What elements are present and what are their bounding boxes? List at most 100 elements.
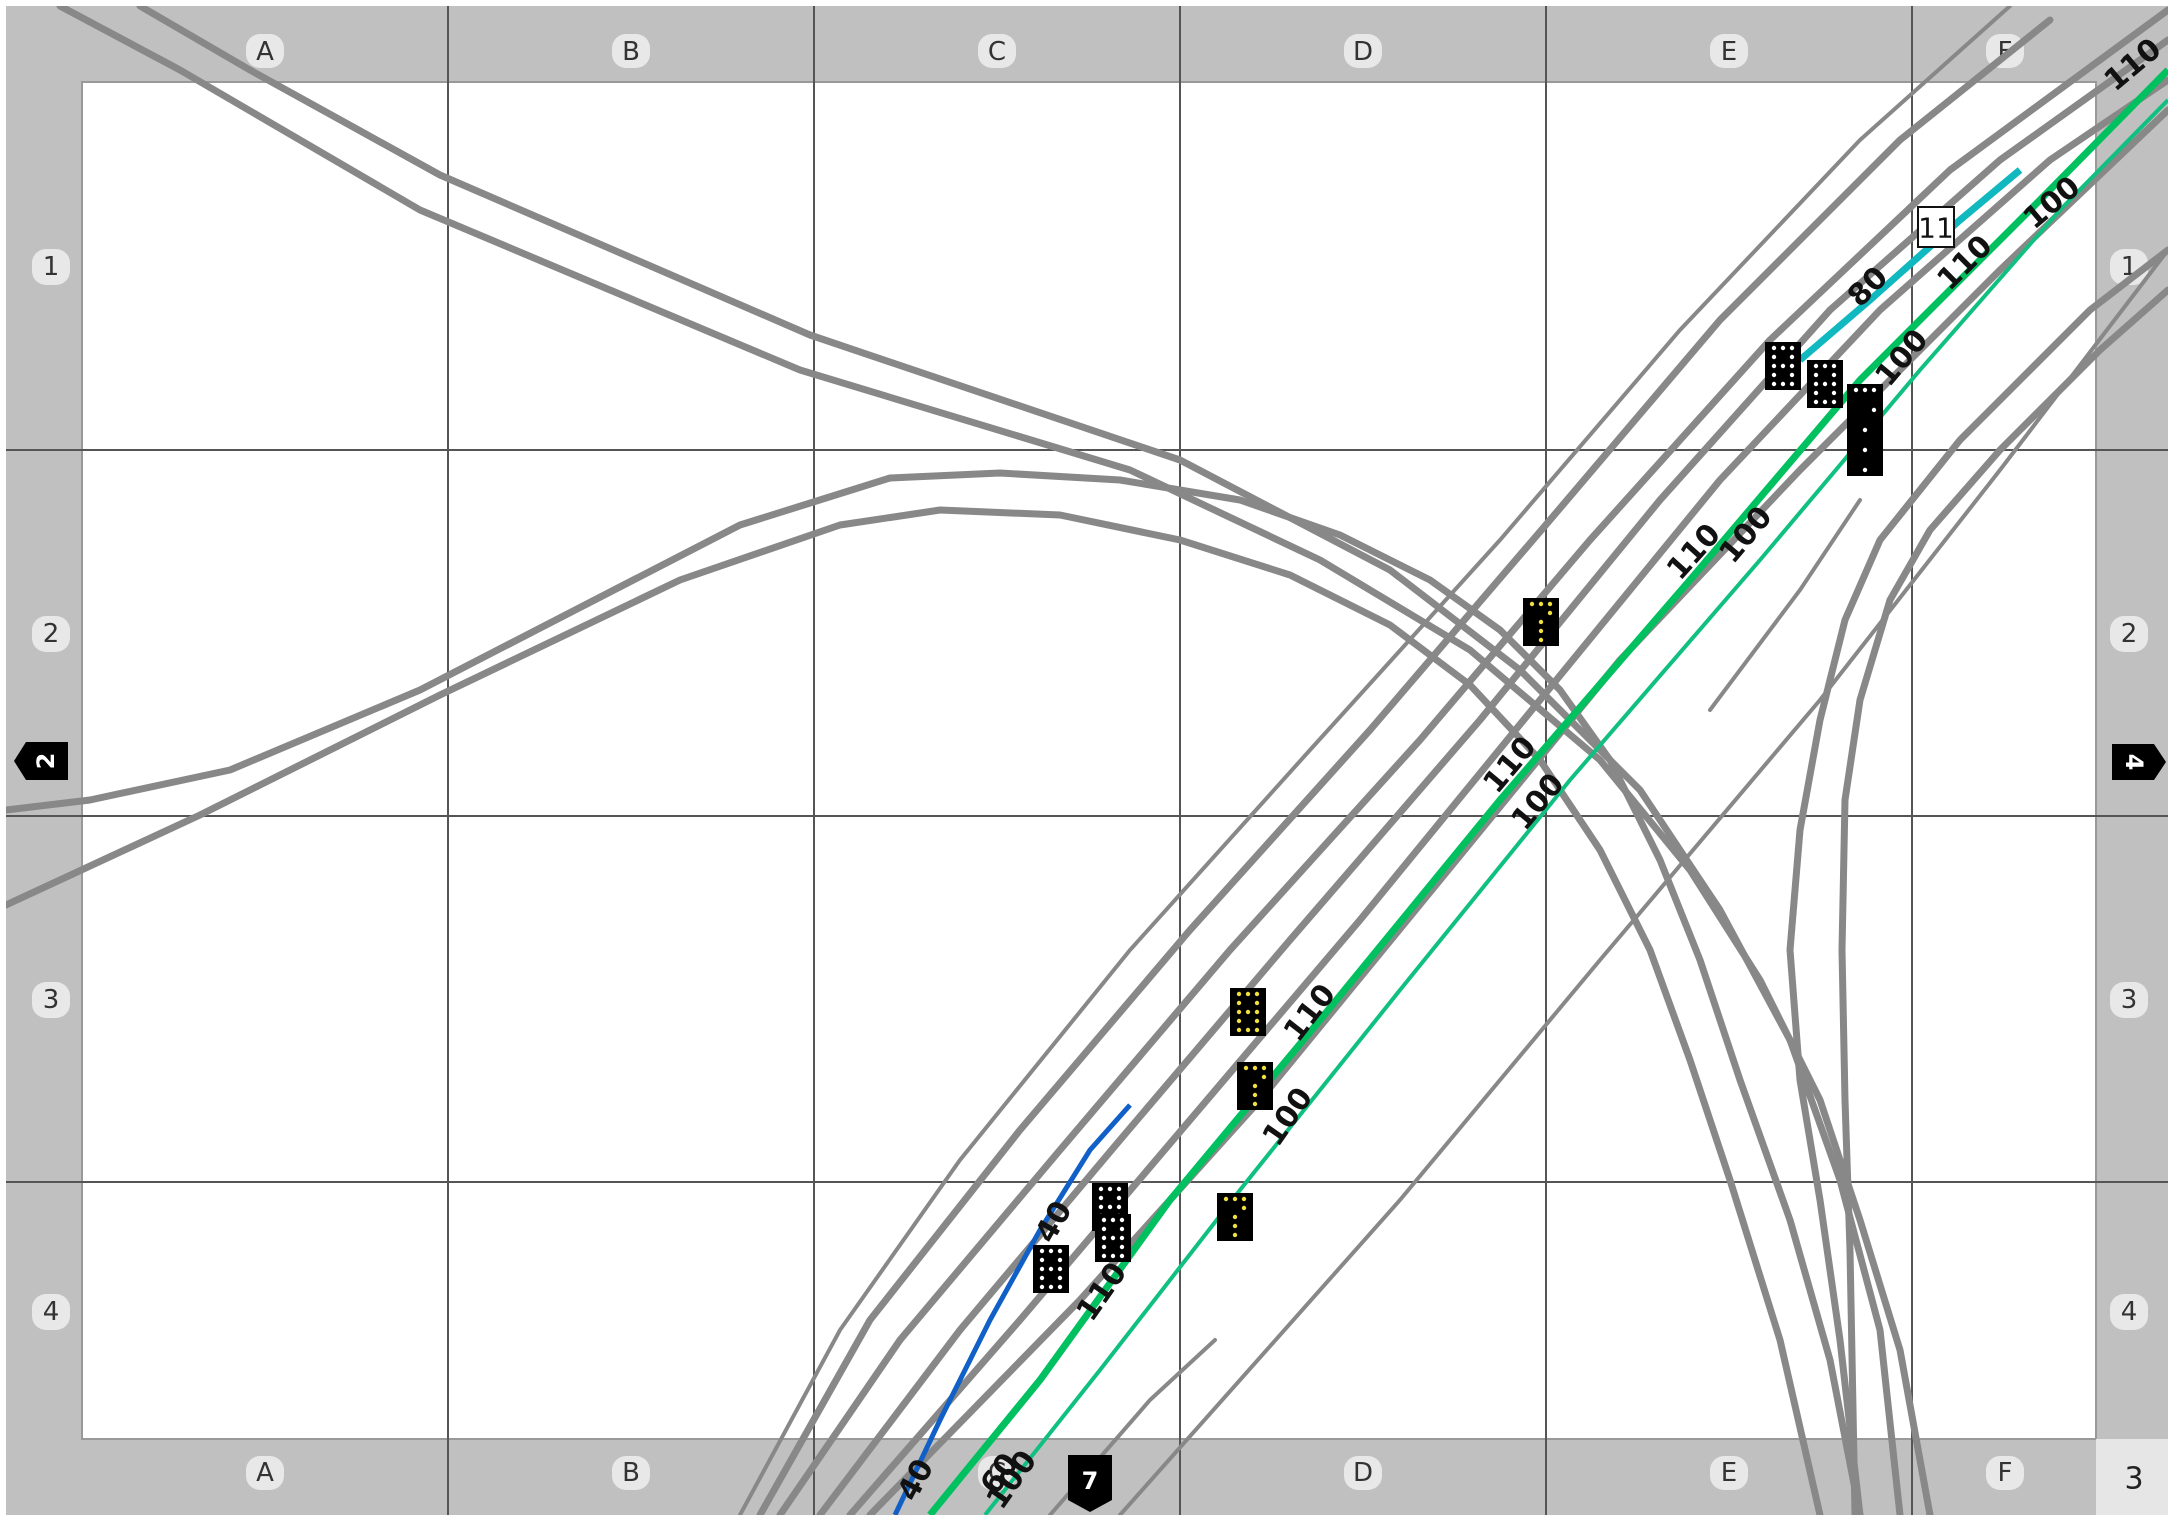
signal-lamp xyxy=(1119,1217,1125,1223)
signal-lamp xyxy=(1853,387,1859,393)
signal-lamp xyxy=(1110,1217,1116,1223)
signal-display xyxy=(1847,384,1883,476)
signal-lamp xyxy=(1780,345,1786,351)
signal-lamp xyxy=(1101,1235,1107,1241)
signal-lamp xyxy=(1538,637,1544,643)
signal-lamp xyxy=(1862,447,1868,453)
connector-left[interactable]: 2 xyxy=(14,742,68,780)
col-label-top-a: A xyxy=(256,37,274,67)
signal-lamp xyxy=(1236,1018,1242,1024)
connector-right-label: 4 xyxy=(2120,754,2148,771)
signal-lamp xyxy=(1236,1000,1242,1006)
signal-lamp xyxy=(1098,1204,1104,1210)
signal-lamp xyxy=(1119,1235,1125,1241)
signal-lamp xyxy=(1243,1065,1249,1071)
signal-lamp xyxy=(1039,1284,1045,1290)
signal-lamp xyxy=(1261,1074,1267,1080)
signal-lamp xyxy=(1831,381,1837,387)
route-speed-80 xyxy=(1797,167,2023,363)
signal-lamp xyxy=(1813,372,1819,378)
signal-lamp xyxy=(1780,363,1786,369)
col-label-top-d: D xyxy=(1353,37,1373,67)
signal-lamp xyxy=(1245,1027,1251,1033)
col-label-top-c: C xyxy=(988,37,1006,67)
signal-lamp xyxy=(1813,381,1819,387)
signal-lamp xyxy=(1116,1204,1122,1210)
signal-lamp xyxy=(1831,372,1837,378)
connector-bottom-label: 7 xyxy=(1082,1467,1099,1495)
signal-lamp xyxy=(1771,363,1777,369)
signal-lamp xyxy=(1245,1009,1251,1015)
page-number-box xyxy=(2096,1439,2168,1515)
signal-lamp xyxy=(1236,1027,1242,1033)
connector-right[interactable]: 4 xyxy=(2112,744,2166,780)
signal-lamp xyxy=(1232,1232,1238,1238)
signal-lamp xyxy=(1547,610,1553,616)
row-label-left-1: 1 xyxy=(43,252,60,282)
signal-lamp xyxy=(1254,1000,1260,1006)
signal-lamp xyxy=(1261,1065,1267,1071)
signal-lamp xyxy=(1101,1244,1107,1250)
station-marker: 11 xyxy=(1917,206,1955,248)
signal-lamp xyxy=(1822,363,1828,369)
signal-lamp xyxy=(1107,1204,1113,1210)
signal-lamp xyxy=(1789,363,1795,369)
signal-lamp xyxy=(1780,381,1786,387)
signal-lamp xyxy=(1098,1186,1104,1192)
signal-lamp xyxy=(1057,1266,1063,1272)
signal-lamp xyxy=(1813,390,1819,396)
signal-lamp xyxy=(1789,345,1795,351)
signal-display xyxy=(1523,598,1559,646)
signal-lamp xyxy=(1252,1083,1258,1089)
signal-display xyxy=(1237,1062,1273,1110)
signal-lamp xyxy=(1254,1009,1260,1015)
signal-lamp xyxy=(1771,381,1777,387)
signal-lamp xyxy=(1789,372,1795,378)
signal-lamp xyxy=(1813,363,1819,369)
signal-lamp xyxy=(1771,372,1777,378)
track-right-branch xyxy=(1786,246,2168,1515)
row-label-left-4: 4 xyxy=(43,1297,60,1327)
row-label-right-3: 3 xyxy=(2121,985,2138,1015)
signal-lamp xyxy=(1098,1195,1104,1201)
row-label-right-4: 4 xyxy=(2121,1297,2138,1327)
signal-lamp xyxy=(1789,354,1795,360)
station-marker-label: 11 xyxy=(1918,212,1954,245)
col-label-bottom-d: D xyxy=(1353,1458,1373,1488)
grid-lines xyxy=(6,6,2168,1515)
row-label-left-2: 2 xyxy=(43,619,60,649)
signal-lamp xyxy=(1119,1253,1125,1259)
col-label-top-e: E xyxy=(1721,37,1737,67)
signal-lamp xyxy=(1254,1027,1260,1033)
signal-lamp xyxy=(1039,1266,1045,1272)
signal-lamp xyxy=(1223,1196,1229,1202)
signal-lamp xyxy=(1862,467,1868,473)
signal-lamp xyxy=(1048,1248,1054,1254)
signal-lamp xyxy=(1119,1226,1125,1232)
signal-lamp xyxy=(1116,1186,1122,1192)
signal-lamp xyxy=(1871,407,1877,413)
signal-lamp xyxy=(1254,991,1260,997)
signal-lamp xyxy=(1101,1226,1107,1232)
signal-lamp xyxy=(1232,1223,1238,1229)
signal-lamp xyxy=(1048,1284,1054,1290)
col-label-bottom-f: F xyxy=(1998,1458,2013,1488)
signal-lamp xyxy=(1236,991,1242,997)
signal-lamp xyxy=(1039,1275,1045,1281)
signal-lamp xyxy=(1789,381,1795,387)
signal-lamp xyxy=(1048,1266,1054,1272)
signal-lamp xyxy=(1771,345,1777,351)
signal-display xyxy=(1095,1214,1131,1262)
signal-lamp xyxy=(1813,399,1819,405)
route-speed-40 xyxy=(892,1103,1132,1515)
signal-lamp xyxy=(1039,1248,1045,1254)
signal-lamp xyxy=(1252,1065,1258,1071)
signal-lamp xyxy=(1529,601,1535,607)
signal-lamp xyxy=(1107,1186,1113,1192)
signal-lamp xyxy=(1538,601,1544,607)
signal-lamp xyxy=(1547,601,1553,607)
connector-bottom[interactable]: 7 xyxy=(1068,1455,1112,1512)
page-number: 3 xyxy=(2124,1462,2143,1497)
signal-lamp xyxy=(1538,628,1544,634)
signal-lamp xyxy=(1057,1284,1063,1290)
